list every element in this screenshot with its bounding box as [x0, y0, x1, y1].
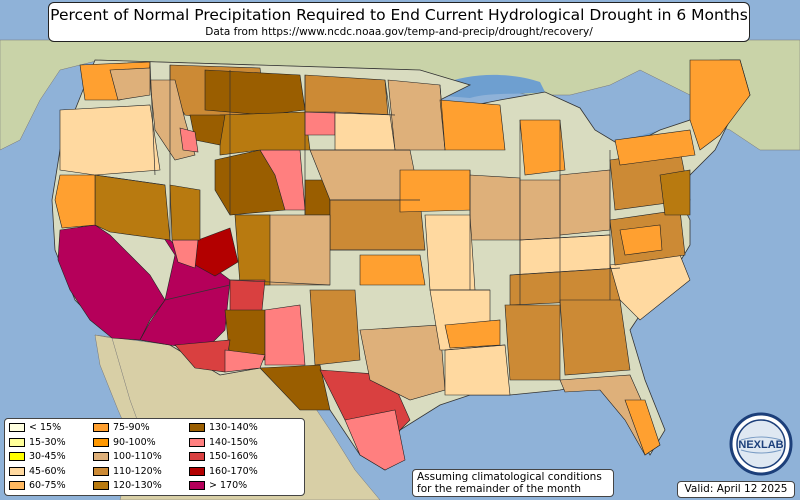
canada-land: [0, 39, 800, 151]
region-ny-orange: [614, 129, 696, 166]
note-line-2: for the remainder of the month: [417, 483, 582, 495]
region-nm-pink: [264, 304, 306, 366]
legend-item: 160-170%: [189, 466, 258, 478]
legend: < 15% 15-30% 30-45% 45-60% 60-75% 75-90% 90-10…: [4, 418, 305, 496]
legend-swatch: [9, 481, 25, 490]
map-subtitle: Data from https://www.ncdc.noaa.gov/temp…: [205, 26, 593, 38]
legend-item: 110-120%: [93, 466, 162, 478]
note-line-1: Assuming climatological conditions: [417, 471, 602, 483]
region-sd-pink: [304, 111, 336, 136]
region-oregon: [59, 104, 161, 176]
legend-item: 45-60%: [9, 466, 66, 478]
region-chesapeake: [659, 169, 691, 216]
legend-item: 90-100%: [93, 437, 156, 449]
logo-text: NEXLAB: [738, 439, 783, 451]
region-indiana: [519, 179, 561, 241]
legend-item: > 170%: [189, 480, 247, 492]
legend-label: 75-90%: [113, 422, 150, 433]
region-minnesota: [387, 79, 446, 151]
region-montana-east: [204, 69, 306, 116]
climatology-note: Assuming climatological conditions for t…: [412, 469, 614, 497]
region-iowa: [399, 169, 473, 213]
legend-swatch: [93, 481, 109, 490]
region-colorado-brown: [234, 214, 271, 286]
region-california: [57, 224, 166, 341]
legend-label: 90-100%: [113, 436, 156, 448]
lake-superior: [440, 74, 545, 98]
region-texas-west: [259, 364, 331, 411]
region-utah: [169, 184, 201, 241]
legend-item: 15-30%: [9, 437, 66, 449]
region-south-dakota: [334, 111, 396, 151]
legend-label: 110-120%: [113, 465, 162, 477]
legend-item: 150-160%: [189, 451, 258, 463]
region-nevada: [94, 174, 171, 241]
legend-label: 15-30%: [29, 436, 66, 448]
nexlab-logo: NEXLAB: [729, 412, 793, 476]
region-wa-tan: [109, 67, 151, 101]
legend-label: 120-130%: [113, 480, 162, 491]
region-kansas-orange: [359, 254, 426, 286]
region-texas-pink: [344, 409, 406, 471]
title-box: Percent of Normal Precipitation Required…: [48, 2, 750, 42]
region-ohio: [559, 169, 611, 236]
region-new-england: [689, 59, 751, 151]
region-missouri: [424, 214, 476, 291]
legend-swatch: [189, 437, 205, 447]
region-michigan: [519, 119, 566, 176]
legend-label: 130-140%: [209, 422, 258, 433]
legend-item: 60-75%: [9, 480, 66, 492]
legend-swatch: [9, 437, 25, 447]
region-alabama: [504, 304, 561, 381]
legend-label: > 170%: [209, 480, 248, 491]
region-texas-east: [359, 324, 446, 401]
region-wyoming: [219, 111, 311, 156]
legend-item: 120-130%: [93, 480, 162, 492]
legend-swatch: [93, 437, 109, 447]
region-illinois: [469, 174, 521, 241]
region-north-dakota: [304, 74, 389, 116]
region-oregon-orange: [54, 174, 96, 229]
legend-item: 100-110%: [93, 451, 162, 463]
legend-label: 140-150%: [209, 436, 258, 448]
legend-item: 75-90%: [93, 422, 150, 434]
region-georgia: [559, 299, 631, 376]
region-kentucky: [519, 234, 611, 276]
drought-regions: [54, 59, 751, 471]
legend-label: 45-60%: [29, 465, 66, 477]
legend-swatch: [189, 481, 205, 490]
legend-label: < 15%: [29, 422, 62, 433]
legend-item: < 15%: [9, 422, 61, 434]
legend-item: 140-150%: [189, 437, 258, 449]
valid-date: Valid: April 12 2025: [677, 481, 795, 498]
legend-swatch: [189, 423, 205, 432]
legend-swatch: [93, 466, 109, 476]
legend-label: 150-160%: [209, 451, 258, 462]
region-sw-pink: [224, 349, 266, 373]
region-oklahoma-brown: [309, 289, 361, 366]
region-florida-orange: [624, 399, 661, 456]
legend-label: 160-170%: [209, 465, 258, 477]
legend-item: 130-140%: [189, 422, 258, 434]
legend-label: 30-45%: [29, 451, 66, 462]
legend-swatch: [189, 452, 205, 461]
state-borders: [94, 61, 621, 351]
legend-swatch: [93, 452, 109, 461]
region-louisiana: [444, 344, 511, 396]
map-title: Percent of Normal Precipitation Required…: [50, 6, 748, 24]
legend-item: 30-45%: [9, 451, 66, 463]
legend-label: 100-110%: [113, 451, 162, 462]
legend-swatch: [189, 466, 205, 476]
region-idaho-pink: [179, 127, 199, 153]
region-virginia-orange: [619, 224, 663, 256]
legend-swatch: [93, 423, 109, 432]
legend-swatch: [9, 423, 25, 432]
legend-label: 60-75%: [29, 480, 66, 491]
region-wisconsin: [439, 99, 506, 151]
region-ms-orange: [444, 319, 501, 349]
legend-swatch: [9, 452, 25, 461]
legend-swatch: [9, 466, 25, 476]
